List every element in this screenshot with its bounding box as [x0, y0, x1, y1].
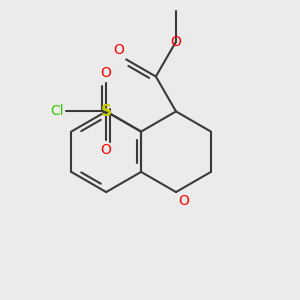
Text: O: O — [101, 66, 112, 80]
Text: O: O — [113, 43, 124, 57]
Text: O: O — [101, 143, 112, 157]
Text: O: O — [171, 34, 182, 49]
Text: S: S — [101, 104, 112, 119]
Text: Cl: Cl — [50, 104, 64, 118]
Text: O: O — [178, 194, 189, 208]
